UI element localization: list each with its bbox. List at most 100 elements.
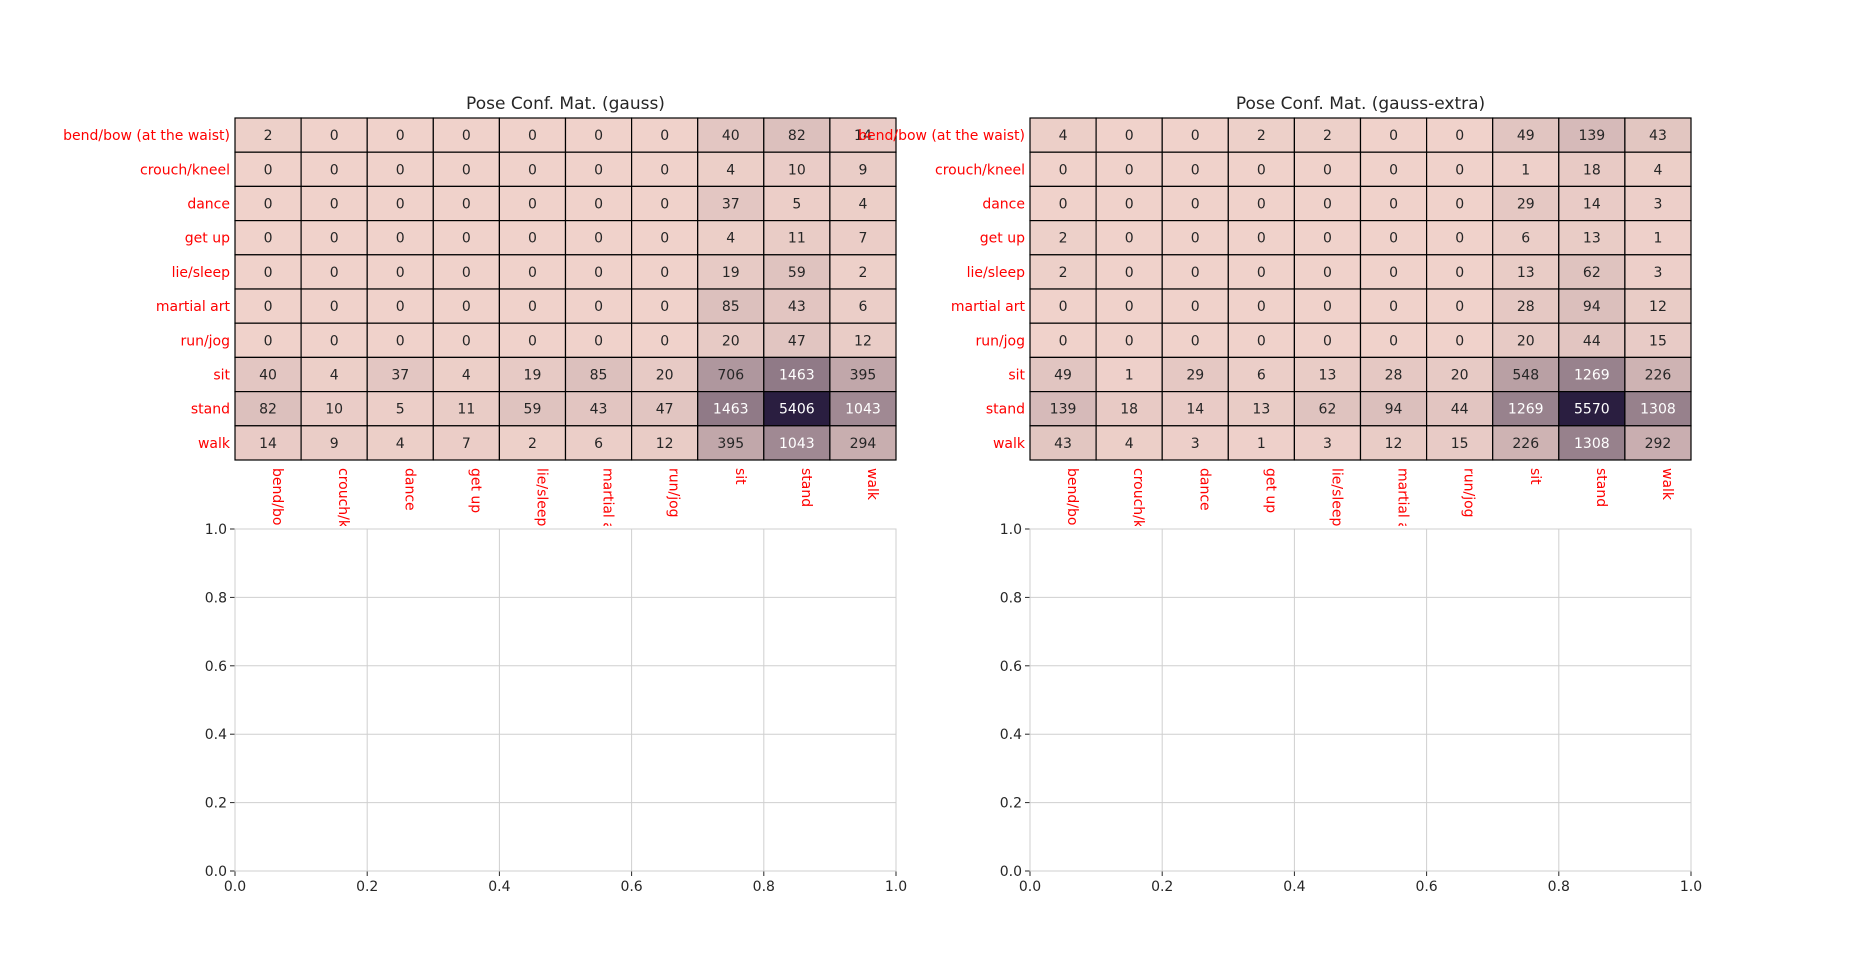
heatmap-cell xyxy=(234,254,302,290)
column-label: dance xyxy=(401,468,417,511)
heatmap-cell xyxy=(234,117,302,153)
cell-value-label: 0 xyxy=(660,299,669,315)
heatmap-cell xyxy=(829,391,897,427)
heatmap-cell xyxy=(1624,391,1692,427)
heatmap-cell xyxy=(1029,220,1097,256)
cell-value-label: 0 xyxy=(330,265,339,281)
heatmap-cell xyxy=(366,254,434,290)
column-label: lie/sleep xyxy=(533,468,549,527)
heatmap-cell xyxy=(1161,356,1229,393)
cell-value-label: 706 xyxy=(717,368,744,384)
column-label: get up xyxy=(467,468,483,513)
cell-value-label: 1463 xyxy=(779,368,815,384)
cell-value-label: 0 xyxy=(1125,265,1134,281)
heatmap-cell xyxy=(697,425,765,461)
cell-value-label: 0 xyxy=(264,231,273,247)
heatmap-cell xyxy=(1558,151,1626,187)
heatmap-cell xyxy=(498,185,567,222)
cell-value-label: 94 xyxy=(1385,402,1403,418)
cell-value-label: 19 xyxy=(524,368,542,384)
heatmap-cell xyxy=(300,425,368,461)
cell-value-label: 10 xyxy=(325,402,343,418)
heatmap-cell xyxy=(763,425,831,461)
heatmap-cell xyxy=(432,425,500,461)
cell-value-label: 294 xyxy=(850,436,877,452)
empty-axes-left: 0.0 0.2 0.4 0.6 0.8 1.0 0.0 0.2 0.4 0.6 0.8 1.0 xyxy=(205,522,907,895)
cell-value-label: 0 xyxy=(1257,231,1266,247)
cell-value-label: 20 xyxy=(1517,333,1535,349)
cell-value-label: 0 xyxy=(330,299,339,315)
cell-value-label: 9 xyxy=(858,162,867,178)
heatmap-cell xyxy=(630,322,699,359)
heatmap-cell xyxy=(1359,356,1428,393)
cell-value-label: 3 xyxy=(1191,436,1200,452)
cell-value-label: 3 xyxy=(1653,265,1662,281)
cell-value-label: 0 xyxy=(1323,162,1332,178)
cell-value-label: 0 xyxy=(1257,333,1266,349)
cell-value-label: 82 xyxy=(788,128,806,144)
row-label: bend/bow (at the waist) xyxy=(63,128,230,144)
heatmap-cell xyxy=(564,254,633,290)
heatmap-cell xyxy=(829,356,897,393)
cell-value-label: 82 xyxy=(259,402,277,418)
cell-value-label: 49 xyxy=(1517,128,1535,144)
cell-value-label: 2 xyxy=(858,265,867,281)
heatmap-cell xyxy=(829,220,897,256)
cell-value-label: 0 xyxy=(1323,197,1332,213)
heatmap-cell xyxy=(1624,117,1692,153)
x-tick-label: 0.4 xyxy=(1283,879,1305,895)
cell-value-label: 0 xyxy=(1257,299,1266,315)
cell-value-label: 85 xyxy=(722,299,740,315)
cell-value-label: 0 xyxy=(396,162,405,178)
heatmap-cell xyxy=(1492,322,1560,359)
cell-value-label: 20 xyxy=(722,333,740,349)
cell-value-label: 0 xyxy=(1389,333,1398,349)
heatmap-cell xyxy=(1227,185,1296,222)
cell-value-label: 0 xyxy=(330,231,339,247)
cell-value-label: 0 xyxy=(528,162,537,178)
heatmap-cell xyxy=(300,356,368,393)
cell-value-label: 14 xyxy=(1583,197,1601,213)
cell-value-label: 1043 xyxy=(845,402,881,418)
heatmap-cell xyxy=(432,220,500,256)
cell-value-label: 14 xyxy=(854,128,872,144)
heatmap-cell xyxy=(366,288,434,324)
cell-value-label: 28 xyxy=(1385,368,1403,384)
heatmap-cell xyxy=(1359,254,1428,290)
cell-value-label: 4 xyxy=(1125,436,1134,452)
cell-value-label: 226 xyxy=(1512,436,1539,452)
x-tick-label: 0.8 xyxy=(753,879,775,895)
cell-value-label: 1269 xyxy=(1508,402,1544,418)
cell-value-label: 139 xyxy=(1050,402,1077,418)
x-tick-label: 0.4 xyxy=(488,879,510,895)
cell-value-label: 4 xyxy=(858,197,867,213)
cell-value-label: 44 xyxy=(1583,333,1601,349)
cell-value-label: 0 xyxy=(396,197,405,213)
row-label: get up xyxy=(185,231,230,247)
cell-value-label: 0 xyxy=(594,162,603,178)
cell-value-label: 4 xyxy=(396,436,405,452)
cell-value-label: 12 xyxy=(854,333,872,349)
heatmap-cell xyxy=(763,391,831,427)
cell-value-label: 0 xyxy=(1455,231,1464,247)
heatmap-cell xyxy=(1161,288,1229,324)
heatmap-cell xyxy=(1624,254,1692,290)
heatmap-cell xyxy=(829,425,897,461)
heatmap-cell xyxy=(1359,391,1428,427)
heatmap-cell xyxy=(1624,220,1692,256)
cell-value-label: 62 xyxy=(1319,402,1337,418)
cell-value-label: 0 xyxy=(660,197,669,213)
y-tick-label: 0.2 xyxy=(205,796,227,812)
cell-value-label: 226 xyxy=(1645,368,1672,384)
cell-value-label: 0 xyxy=(1191,333,1200,349)
cell-value-label: 0 xyxy=(1191,197,1200,213)
cell-value-label: 0 xyxy=(396,299,405,315)
heatmap-cell xyxy=(300,322,368,359)
cell-value-label: 18 xyxy=(1583,162,1601,178)
cell-value-label: 0 xyxy=(594,333,603,349)
heatmap-cell xyxy=(763,288,831,324)
cell-value-label: 1269 xyxy=(1574,368,1610,384)
cell-value-label: 5570 xyxy=(1574,402,1610,418)
heatmap-cell xyxy=(829,117,897,153)
cell-value-label: 28 xyxy=(1517,299,1535,315)
